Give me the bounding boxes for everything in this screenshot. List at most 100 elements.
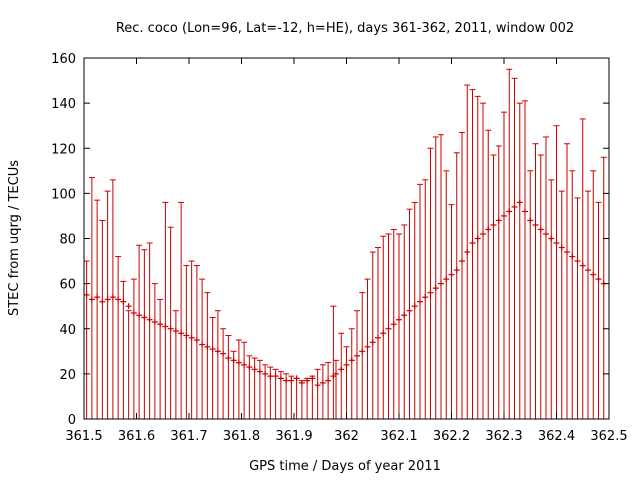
- data-point: [490, 154, 497, 419]
- data-point: [319, 364, 326, 419]
- data-point: [304, 377, 311, 419]
- data-point: [88, 177, 95, 419]
- data-point: [595, 201, 602, 419]
- data-point: [104, 190, 111, 419]
- data-point: [558, 190, 565, 419]
- x-tick-label: 361.8: [223, 429, 260, 444]
- axes: 361.5 361.6 361.7 361.8 361.9 362 362.1 362.2 36…: [51, 52, 627, 444]
- data-point: [115, 256, 122, 419]
- data-point: [333, 359, 339, 419]
- data-point: [251, 357, 258, 419]
- data-point: [235, 339, 242, 419]
- x-tick-label: 362.4: [538, 429, 575, 444]
- x-tick-label: 361.7: [170, 429, 207, 444]
- data-point: [537, 154, 544, 419]
- data-point: [427, 147, 434, 419]
- data-point: [220, 328, 227, 419]
- data-point: [443, 170, 450, 419]
- data-point: [157, 298, 164, 419]
- data-point: [136, 244, 143, 419]
- data-point: [396, 233, 402, 419]
- data-point: [516, 102, 523, 419]
- data-point: [167, 226, 174, 419]
- y-axis-title: STEC from uqrg / TECUs: [7, 160, 22, 316]
- data-point: [256, 359, 263, 419]
- data-point: [354, 310, 360, 419]
- data-point: [522, 100, 528, 419]
- data-point: [309, 375, 316, 419]
- data-point: [325, 362, 332, 419]
- data-point: [532, 143, 539, 419]
- data-point: [146, 242, 153, 419]
- data-point: [277, 371, 284, 419]
- data-point: [188, 260, 195, 419]
- data-point: [225, 335, 232, 419]
- data-point: [564, 143, 570, 419]
- data-point: [574, 197, 581, 419]
- data-point: [375, 247, 381, 419]
- data-point: [411, 201, 418, 419]
- data-point: [314, 368, 321, 419]
- data-point: [422, 179, 429, 419]
- data-point: [330, 305, 337, 419]
- data-point: [385, 233, 392, 419]
- x-tick-label: 362.5: [590, 429, 627, 444]
- data-point: [193, 265, 200, 419]
- data-point: [480, 102, 486, 419]
- x-tick-label: 361.9: [275, 429, 312, 444]
- data-point: [293, 375, 300, 419]
- data-point: [338, 332, 345, 419]
- data-point: [364, 278, 371, 419]
- data-point: [283, 373, 290, 419]
- y-tick-label: 40: [59, 323, 76, 338]
- data-point: [459, 131, 465, 419]
- data-point: [272, 368, 279, 419]
- data-point: [543, 136, 549, 419]
- data-point: [172, 310, 179, 419]
- data-marks: [83, 68, 607, 419]
- x-tick-label: 361.5: [65, 429, 102, 444]
- data-point: [288, 375, 295, 419]
- data-point: [501, 111, 507, 419]
- data-point: [406, 208, 413, 419]
- data-point: [262, 364, 269, 419]
- data-point: [453, 152, 460, 419]
- data-point: [125, 303, 132, 419]
- data-point: [246, 355, 253, 419]
- y-tick-label: 140: [51, 97, 76, 112]
- chart-title: Rec. coco (Lon=96, Lat=-12, h=HE), days …: [116, 21, 574, 36]
- data-point: [359, 292, 366, 419]
- data-point: [214, 310, 221, 419]
- data-point: [485, 129, 492, 419]
- data-point: [553, 125, 560, 419]
- data-point: [448, 204, 455, 419]
- data-point: [369, 251, 376, 419]
- data-point: [199, 278, 206, 419]
- x-tick-label: 362.1: [380, 429, 417, 444]
- data-point: [298, 379, 305, 419]
- data-point: [469, 89, 476, 419]
- data-point: [162, 201, 169, 419]
- data-point: [417, 183, 423, 419]
- data-point: [511, 77, 518, 419]
- data-point: [495, 145, 502, 419]
- y-tick-label: 80: [59, 233, 76, 248]
- y-tick-label: 160: [51, 52, 76, 67]
- data-point: [380, 235, 387, 419]
- data-point: [579, 118, 586, 419]
- data-point: [151, 283, 158, 419]
- data-point: [183, 265, 190, 419]
- data-point: [209, 316, 216, 419]
- y-tick-label: 20: [59, 368, 76, 383]
- x-axis-title: GPS time / Days of year 2011: [249, 459, 441, 474]
- data-point: [141, 249, 148, 419]
- x-tick-label: 362: [334, 429, 359, 444]
- data-point: [464, 84, 471, 419]
- data-point: [94, 199, 101, 419]
- data-point: [569, 170, 576, 419]
- x-tick-label: 361.6: [118, 429, 155, 444]
- data-point: [506, 68, 513, 419]
- y-tick-label: 0: [68, 413, 76, 428]
